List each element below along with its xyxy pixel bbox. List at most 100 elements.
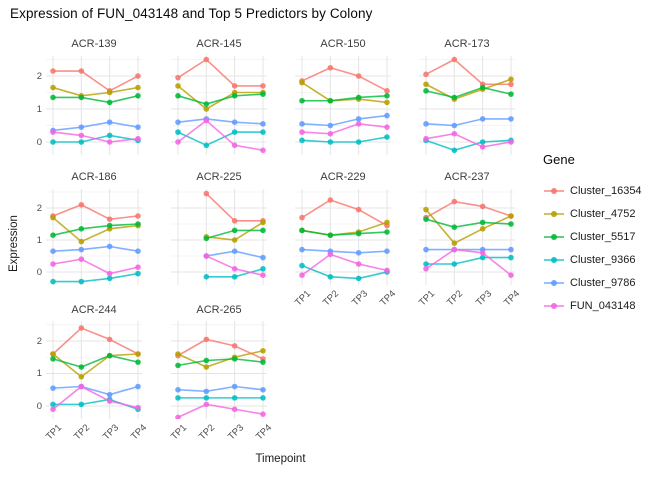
data-point-Cluster_9786 — [260, 121, 266, 127]
data-point-Cluster_5517 — [106, 222, 113, 229]
data-point-Cluster_16354 — [106, 336, 113, 343]
data-point-Cluster_5517 — [135, 221, 141, 227]
facet-title: ACR-139 — [71, 38, 117, 50]
facet-title: ACR-229 — [320, 171, 366, 183]
series-line-Cluster_4752 — [301, 81, 388, 104]
facet-title: ACR-265 — [196, 304, 242, 316]
data-point-Cluster_4752 — [423, 81, 429, 88]
data-point-Cluster_9786 — [479, 116, 486, 122]
data-point-Cluster_9786 — [327, 122, 334, 129]
legend-label: Cluster_9366 — [570, 253, 636, 266]
x-tick-label: TP1 — [292, 288, 314, 309]
series-line-Cluster_9786 — [52, 245, 139, 252]
data-point-Cluster_9786 — [423, 246, 429, 253]
legend-key-icon — [544, 302, 564, 309]
data-point-Cluster_5517 — [78, 94, 85, 101]
facet-title: ACR-173 — [444, 38, 490, 50]
data-point-Cluster_5517 — [135, 93, 141, 99]
data-point-Cluster_16354 — [423, 71, 429, 78]
data-point-FUN_043148 — [135, 404, 141, 411]
data-point-Cluster_5517 — [508, 221, 514, 227]
data-point-Cluster_16354 — [508, 81, 514, 88]
facet-plot — [46, 189, 142, 285]
legend-label: Cluster_16354 — [570, 184, 642, 197]
data-point-Cluster_4752 — [231, 237, 238, 243]
data-point-Cluster_9786 — [260, 386, 266, 393]
series-line-Cluster_5517 — [52, 223, 139, 236]
data-point-Cluster_9366 — [78, 278, 85, 285]
facet-title: ACR-145 — [196, 38, 242, 50]
data-point-Cluster_5517 — [508, 91, 514, 97]
series-line-Cluster_9786 — [177, 118, 264, 125]
series-line-Cluster_16354 — [301, 66, 388, 92]
facet-plot — [171, 56, 267, 155]
data-point-Cluster_4752 — [50, 84, 56, 91]
data-point-Cluster_9366 — [135, 270, 141, 277]
data-point-Cluster_9786 — [355, 250, 362, 256]
x-tick-label: TP3 — [225, 422, 246, 443]
data-point-Cluster_5517 — [260, 359, 266, 365]
data-point-FUN_043148 — [299, 272, 305, 278]
data-point-FUN_043148 — [203, 117, 210, 124]
data-point-Cluster_16354 — [135, 213, 141, 219]
series-line-Cluster_4752 — [52, 216, 139, 243]
series-line-Cluster_9366 — [426, 256, 511, 265]
series-line-FUN_043148 — [425, 132, 512, 148]
data-point-FUN_043148 — [508, 272, 514, 278]
y-tick-label: 0 — [36, 136, 42, 148]
x-tick-label: TP2 — [321, 288, 342, 309]
data-point-FUN_043148 — [479, 250, 486, 256]
series-line-Cluster_9786 — [301, 248, 388, 254]
data-point-Cluster_16354 — [203, 56, 210, 63]
series-line-Cluster_16354 — [177, 338, 264, 360]
data-point-FUN_043148 — [175, 139, 181, 145]
facet-title: ACR-244 — [71, 304, 117, 316]
data-point-Cluster_9786 — [106, 391, 113, 398]
data-point-FUN_043148 — [175, 414, 181, 421]
chart-title: Expression of FUN_043148 and Top 5 Predi… — [10, 6, 373, 21]
series-line-Cluster_16354 — [52, 327, 139, 355]
series-line-Cluster_4752 — [52, 353, 139, 378]
data-point-Cluster_4752 — [50, 351, 56, 357]
series-line-Cluster_16354 — [425, 200, 512, 219]
data-point-Cluster_5517 — [203, 357, 210, 364]
data-point-FUN_043148 — [260, 147, 266, 154]
facet-panel-ACR-229 — [295, 189, 391, 285]
data-point-Cluster_4752 — [203, 364, 210, 370]
series-line-Cluster_5517 — [425, 218, 512, 229]
data-point-FUN_043148 — [479, 144, 486, 150]
data-point-Cluster_5517 — [175, 93, 181, 99]
data-point-Cluster_9366 — [508, 254, 514, 261]
data-point-Cluster_9366 — [479, 254, 486, 261]
data-point-Cluster_9786 — [135, 124, 141, 130]
data-point-Cluster_16354 — [479, 203, 486, 210]
legend-entries: Cluster_16354 Cluster_4752 Cluster_5517 Clu… — [543, 179, 669, 317]
data-point-Cluster_4752 — [384, 99, 390, 106]
x-tick-label: TP2 — [72, 422, 93, 443]
series-line-Cluster_5517 — [177, 358, 264, 367]
series-line-Cluster_4752 — [177, 85, 263, 110]
data-point-Cluster_9786 — [50, 248, 56, 254]
x-tick-label: TP4 — [377, 288, 399, 309]
data-point-Cluster_16354 — [203, 190, 210, 197]
data-point-Cluster_9786 — [423, 121, 429, 127]
y-tick-label: 2 — [36, 70, 42, 82]
data-point-Cluster_16354 — [327, 64, 334, 71]
series-line-Cluster_9786 — [301, 114, 388, 127]
series-line-FUN_043148 — [177, 403, 264, 419]
data-point-Cluster_16354 — [50, 68, 56, 74]
y-tick-label: 2 — [36, 335, 42, 347]
data-point-Cluster_9366 — [50, 278, 56, 285]
legend: Gene Cluster_16354 Cluster_4752 Cluster_55… — [543, 152, 669, 317]
data-point-Cluster_9786 — [384, 248, 390, 254]
data-point-FUN_043148 — [299, 129, 305, 135]
data-point-Cluster_9366 — [50, 139, 56, 145]
data-point-Cluster_4752 — [508, 76, 514, 83]
data-point-Cluster_5517 — [203, 101, 210, 107]
legend-key-icon — [544, 233, 564, 240]
data-point-Cluster_5517 — [451, 224, 458, 230]
data-point-FUN_043148 — [355, 261, 362, 267]
data-point-Cluster_9786 — [135, 248, 141, 254]
series-line-Cluster_16354 — [425, 58, 511, 86]
data-point-Cluster_9366 — [355, 139, 362, 145]
